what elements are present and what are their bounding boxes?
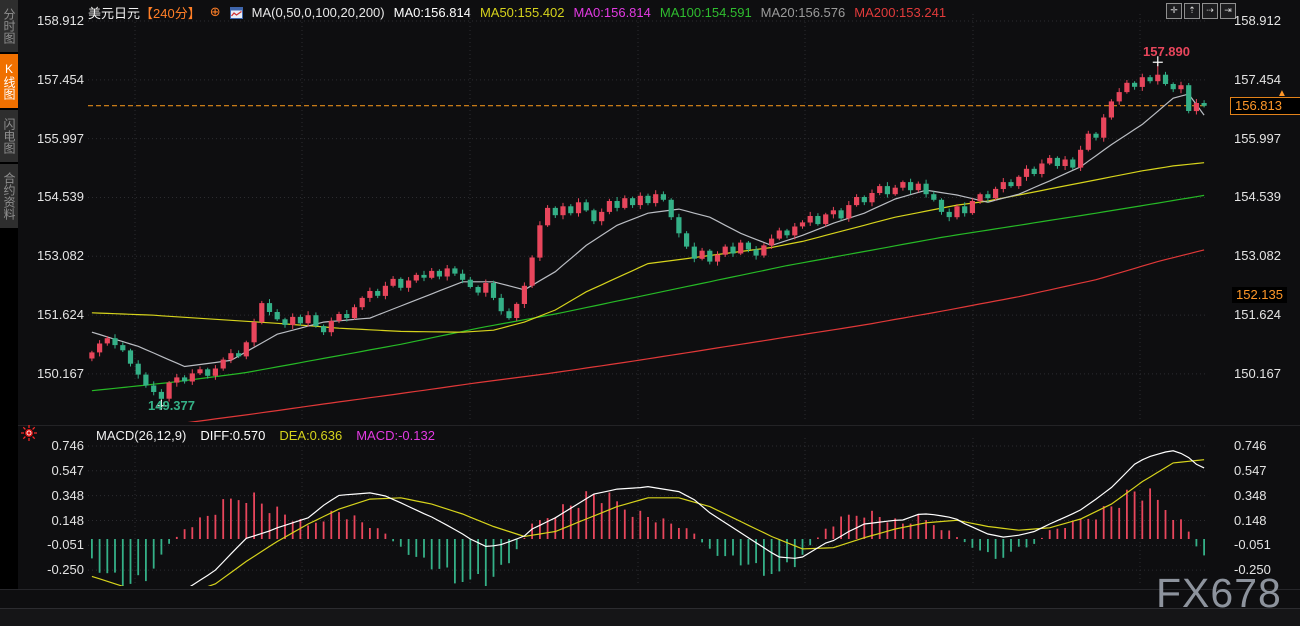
sidebar-tab-kxiantu[interactable]: K线图 — [0, 54, 18, 108]
watermark: FX678 — [1156, 570, 1282, 616]
macd-axis-label-left: -0.250 — [47, 562, 84, 578]
macd-axis-label-left: 0.547 — [51, 462, 84, 478]
price-axis-label-left: 154.539 — [37, 189, 84, 205]
date-axis: 240分 ▲ 10/1710/2310/2911/042025/11/07 10… — [0, 589, 1300, 609]
high-price-label: 157.890 — [1143, 44, 1190, 59]
diff-value: DIFF:0.570 — [200, 428, 266, 443]
macd-axis-label-left: 0.148 — [51, 512, 84, 528]
ma20-value: MA20:156.576 — [760, 4, 846, 20]
ma0-value: MA0:156.814 — [393, 4, 471, 20]
exit-view-icon[interactable]: ⇥ — [1220, 3, 1236, 19]
sidebar-tab-heyueziliao[interactable]: 合约资料 — [0, 164, 18, 228]
prev-level-label: 152.135 — [1232, 287, 1287, 303]
macd-axis-label-right: 0.348 — [1234, 487, 1267, 503]
dea-value: DEA:0.636 — [279, 428, 343, 443]
compare-icon[interactable]: ⊕ — [209, 4, 221, 19]
symbol-name: 美元日元【240分】 — [88, 5, 201, 21]
macd-value: MACD:-0.132 — [356, 428, 435, 443]
price-axis-label-right: 150.167 — [1234, 365, 1281, 381]
sidebar-tab-shandiantu[interactable]: 闪电图 — [0, 110, 18, 162]
sidebar: 分时图 K线图闪电图合约资料 — [0, 0, 18, 626]
macd-axis-label-right: 0.148 — [1234, 512, 1267, 528]
price-axis-label-left: 151.624 — [37, 307, 84, 323]
price-axis-label-left: 153.082 — [37, 248, 84, 264]
window-icons: ✛ ⇡ ⇢ ⇥ — [1166, 3, 1236, 19]
price-axis-label-right: 151.624 — [1234, 307, 1281, 323]
price-axis-label-right: 153.082 — [1234, 248, 1281, 264]
chart-legend: 美元日元【240分】 ⊕ MA(0,50,0,100,20,200) MA0:1… — [88, 4, 947, 21]
sidebar-tab-fenshitu[interactable]: 分时图 — [0, 0, 18, 52]
scale-horizontal-icon[interactable]: ⇢ — [1202, 3, 1218, 19]
ma50-value: MA50:155.402 — [479, 4, 565, 20]
price-plot[interactable] — [88, 8, 1208, 422]
pane-divider — [18, 425, 1300, 426]
price-axis-label-left: 158.912 — [37, 13, 84, 28]
price-axis-label-left: 155.997 — [37, 130, 84, 146]
macd-axis-label-right: 0.746 — [1234, 438, 1267, 453]
price-axis-label-right: 154.539 — [1234, 189, 1281, 205]
macd-axis-label-right: -0.051 — [1234, 537, 1271, 553]
price-axis-label-right: 155.997 — [1234, 130, 1281, 146]
crosshair-icon[interactable]: ✛ — [1166, 3, 1182, 19]
price-axis-label-right: 158.912 — [1234, 13, 1281, 28]
macd-axis-label-right: 0.547 — [1234, 462, 1267, 478]
mini-chart-icon[interactable] — [229, 5, 243, 20]
low-price-label: 149.377 — [148, 398, 195, 413]
ma-params: MA(0,50,0,100,20,200) — [251, 4, 385, 20]
ma200-value: MA200:153.241 — [854, 4, 947, 20]
ma100-value: MA100:154.591 — [659, 4, 752, 20]
macd-legend: MACD(26,12,9) DIFF:0.570 DEA:0.636 MACD:… — [96, 428, 435, 443]
bottom-toolbar: 指标模板VIP指标MAMACDBIASCCIKDJLW&RSICRPSYBOLL… — [0, 608, 1300, 626]
macd-params: MACD(26,12,9) — [96, 428, 187, 443]
macd-axis-label-left: 0.348 — [51, 487, 84, 503]
price-axis-label-right: 157.454 — [1234, 71, 1281, 87]
ma0b-value: MA0:156.814 — [573, 4, 651, 20]
macd-plot[interactable] — [88, 436, 1208, 586]
price-up-arrow-icon[interactable]: ▲ — [1277, 88, 1287, 99]
macd-axis-label-right: -0.250 — [1234, 562, 1271, 578]
current-price-box: 156.813 — [1230, 97, 1300, 115]
macd-axis-label-left: 0.746 — [51, 438, 84, 453]
pane-marker-icon[interactable] — [20, 424, 38, 442]
price-axis-label-left: 157.454 — [37, 71, 84, 87]
scale-vertical-icon[interactable]: ⇡ — [1184, 3, 1200, 19]
price-axis-label-left: 150.167 — [37, 365, 84, 381]
macd-axis-label-left: -0.051 — [47, 537, 84, 553]
